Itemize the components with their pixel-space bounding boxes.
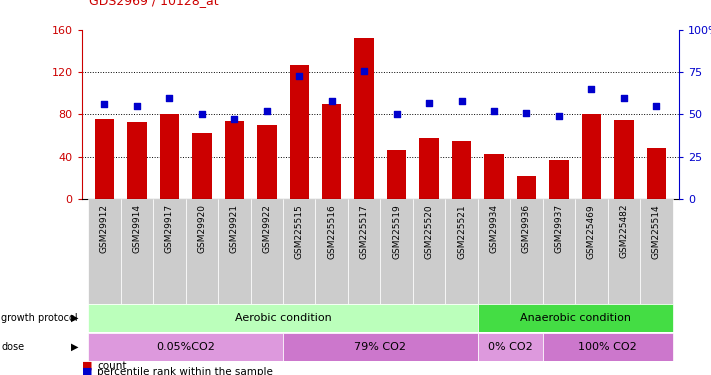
Text: count: count bbox=[97, 361, 127, 370]
Text: 100% CO2: 100% CO2 bbox=[578, 342, 637, 352]
Text: Anaerobic condition: Anaerobic condition bbox=[520, 313, 631, 323]
Text: percentile rank within the sample: percentile rank within the sample bbox=[97, 367, 273, 375]
Text: GSM225514: GSM225514 bbox=[652, 204, 661, 259]
Text: Aerobic condition: Aerobic condition bbox=[235, 313, 331, 323]
Bar bbox=[225, 121, 244, 199]
Bar bbox=[348, 199, 380, 304]
Bar bbox=[478, 304, 673, 332]
Bar bbox=[517, 176, 536, 199]
Bar bbox=[608, 199, 640, 304]
Bar bbox=[283, 199, 316, 304]
Text: GSM29937: GSM29937 bbox=[555, 204, 563, 253]
Bar bbox=[614, 120, 634, 199]
Bar bbox=[322, 104, 341, 199]
Bar bbox=[127, 122, 146, 199]
Bar bbox=[88, 199, 121, 304]
Bar bbox=[121, 199, 153, 304]
Text: ■: ■ bbox=[82, 361, 92, 370]
Text: GSM225516: GSM225516 bbox=[327, 204, 336, 259]
Text: growth protocol: growth protocol bbox=[1, 313, 78, 323]
Bar bbox=[289, 65, 309, 199]
Text: GSM225520: GSM225520 bbox=[424, 204, 434, 259]
Bar bbox=[510, 199, 542, 304]
Bar bbox=[95, 118, 114, 199]
Bar bbox=[646, 148, 666, 199]
Bar bbox=[160, 114, 179, 199]
Bar bbox=[192, 134, 212, 199]
Bar bbox=[218, 199, 250, 304]
Text: GSM29912: GSM29912 bbox=[100, 204, 109, 253]
Point bbox=[358, 68, 370, 74]
Bar bbox=[640, 199, 673, 304]
Point bbox=[294, 73, 305, 79]
Point bbox=[326, 98, 338, 104]
Bar bbox=[387, 150, 407, 199]
Point bbox=[132, 103, 143, 109]
Text: GSM29920: GSM29920 bbox=[198, 204, 206, 253]
Text: GSM225482: GSM225482 bbox=[619, 204, 629, 258]
Bar bbox=[478, 333, 542, 361]
Text: dose: dose bbox=[1, 342, 25, 352]
Bar bbox=[250, 199, 283, 304]
Text: GSM29914: GSM29914 bbox=[132, 204, 141, 253]
Bar bbox=[575, 199, 608, 304]
Point bbox=[651, 103, 662, 109]
Text: GSM225521: GSM225521 bbox=[457, 204, 466, 259]
Point bbox=[618, 94, 629, 100]
Text: GSM29936: GSM29936 bbox=[522, 204, 531, 253]
Point bbox=[423, 100, 434, 106]
Bar bbox=[413, 199, 445, 304]
Point bbox=[196, 111, 208, 117]
Bar bbox=[186, 199, 218, 304]
Bar bbox=[257, 125, 277, 199]
Bar bbox=[582, 114, 601, 199]
Point bbox=[586, 86, 597, 92]
Text: GSM29934: GSM29934 bbox=[489, 204, 498, 253]
Bar bbox=[549, 160, 569, 199]
Point bbox=[229, 116, 240, 122]
Point bbox=[520, 110, 532, 116]
Point bbox=[99, 101, 110, 107]
Point bbox=[553, 113, 565, 119]
Point bbox=[488, 108, 500, 114]
Bar bbox=[451, 141, 471, 199]
Text: ■: ■ bbox=[82, 367, 92, 375]
Text: GSM225519: GSM225519 bbox=[392, 204, 401, 259]
Bar bbox=[88, 333, 283, 361]
Text: GDS2969 / 10128_at: GDS2969 / 10128_at bbox=[89, 0, 218, 8]
Bar bbox=[283, 333, 478, 361]
Text: 0% CO2: 0% CO2 bbox=[488, 342, 533, 352]
Bar bbox=[478, 199, 510, 304]
Bar bbox=[484, 154, 503, 199]
Bar bbox=[316, 199, 348, 304]
Bar bbox=[153, 199, 186, 304]
Bar bbox=[380, 199, 413, 304]
Text: ▶: ▶ bbox=[70, 313, 78, 323]
Bar bbox=[542, 333, 673, 361]
Text: GSM225517: GSM225517 bbox=[360, 204, 369, 259]
Text: GSM225469: GSM225469 bbox=[587, 204, 596, 259]
Text: GSM225515: GSM225515 bbox=[295, 204, 304, 259]
Bar bbox=[354, 39, 374, 199]
Text: GSM29917: GSM29917 bbox=[165, 204, 174, 253]
Bar bbox=[542, 199, 575, 304]
Text: GSM29922: GSM29922 bbox=[262, 204, 272, 253]
Point bbox=[456, 98, 467, 104]
Text: ▶: ▶ bbox=[70, 342, 78, 352]
Text: 0.05%CO2: 0.05%CO2 bbox=[156, 342, 215, 352]
Point bbox=[261, 108, 272, 114]
Bar bbox=[445, 199, 478, 304]
Text: 79% CO2: 79% CO2 bbox=[354, 342, 407, 352]
Point bbox=[164, 94, 175, 100]
Bar bbox=[419, 138, 439, 199]
Point bbox=[391, 111, 402, 117]
Text: GSM29921: GSM29921 bbox=[230, 204, 239, 253]
Bar bbox=[88, 304, 478, 332]
